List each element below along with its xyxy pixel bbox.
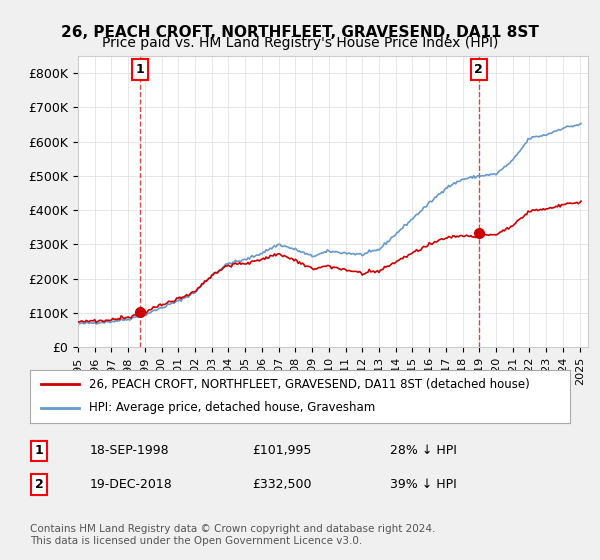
- Text: 1: 1: [35, 444, 43, 458]
- Text: £101,995: £101,995: [252, 444, 311, 458]
- Text: Contains HM Land Registry data © Crown copyright and database right 2024.
This d: Contains HM Land Registry data © Crown c…: [30, 524, 436, 546]
- Text: 39% ↓ HPI: 39% ↓ HPI: [390, 478, 457, 491]
- Text: 26, PEACH CROFT, NORTHFLEET, GRAVESEND, DA11 8ST: 26, PEACH CROFT, NORTHFLEET, GRAVESEND, …: [61, 25, 539, 40]
- Text: HPI: Average price, detached house, Gravesham: HPI: Average price, detached house, Grav…: [89, 402, 376, 414]
- Text: 28% ↓ HPI: 28% ↓ HPI: [390, 444, 457, 458]
- Text: 2: 2: [35, 478, 43, 491]
- Text: 2: 2: [474, 63, 483, 76]
- Text: Price paid vs. HM Land Registry's House Price Index (HPI): Price paid vs. HM Land Registry's House …: [102, 36, 498, 50]
- Text: 26, PEACH CROFT, NORTHFLEET, GRAVESEND, DA11 8ST (detached house): 26, PEACH CROFT, NORTHFLEET, GRAVESEND, …: [89, 378, 530, 391]
- Text: 19-DEC-2018: 19-DEC-2018: [90, 478, 173, 491]
- Text: 18-SEP-1998: 18-SEP-1998: [90, 444, 170, 458]
- Text: 1: 1: [136, 63, 145, 76]
- Text: £332,500: £332,500: [252, 478, 311, 491]
